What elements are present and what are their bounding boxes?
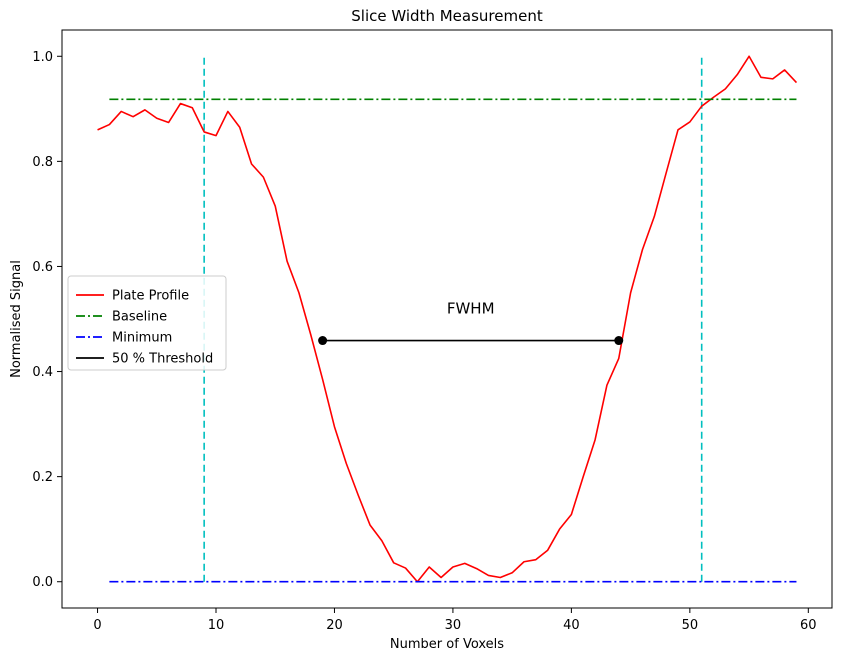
threshold-endpoint-marker (614, 336, 624, 346)
plot-frame (61, 29, 833, 609)
chart-title: Slice Width Measurement (351, 7, 543, 25)
y-tick-label: 0.8 (32, 155, 53, 170)
legend-label: Minimum (112, 331, 172, 346)
x-tick-label: 10 (208, 618, 225, 633)
x-tick-label: 0 (93, 618, 101, 633)
y-axis-label: Normalised Signal (9, 260, 24, 378)
annotation-fwhm: FWHM (447, 300, 495, 318)
x-tick-label: 50 (682, 618, 699, 633)
x-tick-label: 30 (445, 618, 462, 633)
legend-label: Baseline (112, 310, 167, 325)
series-line-plate-profile (97, 55, 798, 583)
y-tick-label: 0.0 (32, 575, 53, 590)
x-tick-label: 60 (800, 618, 817, 633)
x-tick-label: 40 (563, 618, 580, 633)
plot-area (97, 55, 798, 583)
y-tick-label: 0.4 (32, 365, 53, 380)
legend-label: 50 % Threshold (112, 352, 213, 367)
y-tick-label: 0.2 (32, 470, 53, 485)
x-axis-label: Number of Voxels (390, 637, 504, 652)
legend: Plate Profile Baseline Minimum 50 % Thresho… (67, 275, 227, 371)
legend-label: Plate Profile (112, 289, 189, 304)
annotations: FWHM (447, 300, 495, 318)
legend-box (67, 275, 227, 371)
y-tick-label: 1.0 (32, 50, 53, 65)
axes: 0 10 20 30 40 50 60 0.0 0.2 0.4 0.6 0.8 1.0 (32, 50, 816, 633)
x-tick-label: 20 (326, 618, 343, 633)
threshold-endpoint-marker (318, 336, 328, 346)
y-tick-label: 0.6 (32, 260, 53, 275)
